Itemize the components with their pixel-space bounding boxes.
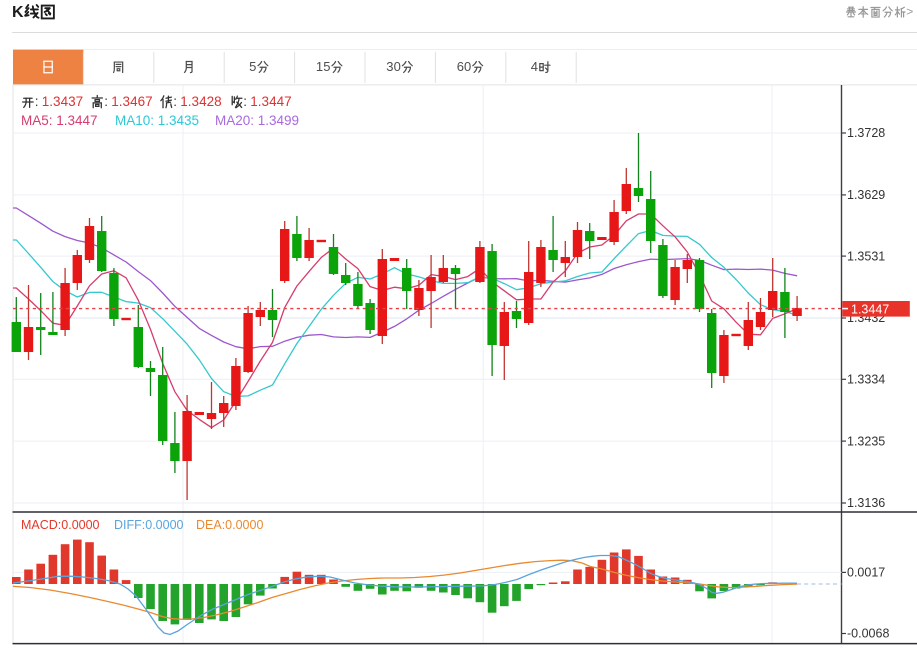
svg-text:1.3447: 1.3447 xyxy=(851,302,889,316)
svg-text:1.3437: 1.3437 xyxy=(42,94,83,109)
svg-text:0: 0 xyxy=(394,59,401,74)
svg-text:1.3235: 1.3235 xyxy=(847,434,885,448)
svg-text:1: 1 xyxy=(316,59,323,74)
svg-text:MA20: 1.3499: MA20: 1.3499 xyxy=(215,113,299,128)
svg-text:1.3467: 1.3467 xyxy=(111,94,152,109)
svg-text:1.3136: 1.3136 xyxy=(847,496,885,510)
svg-text::: : xyxy=(104,94,108,109)
svg-text:1.3728: 1.3728 xyxy=(847,126,885,140)
svg-text:5: 5 xyxy=(323,59,330,74)
svg-text::: : xyxy=(35,94,39,109)
svg-text:4: 4 xyxy=(531,59,538,74)
svg-text:DIFF:0.0000: DIFF:0.0000 xyxy=(114,518,184,532)
svg-text:MACD:0.0000: MACD:0.0000 xyxy=(21,518,100,532)
svg-text::: : xyxy=(173,94,177,109)
svg-text:1.3447: 1.3447 xyxy=(250,94,291,109)
svg-text:0: 0 xyxy=(464,59,471,74)
svg-text:1.3531: 1.3531 xyxy=(847,249,885,263)
svg-text:MA10: 1.3435: MA10: 1.3435 xyxy=(115,113,199,128)
svg-text:1.3428: 1.3428 xyxy=(180,94,221,109)
svg-text::: : xyxy=(243,94,247,109)
svg-text:1.3629: 1.3629 xyxy=(847,188,885,202)
svg-text:K: K xyxy=(12,4,24,21)
svg-text:MA5: 1.3447: MA5: 1.3447 xyxy=(21,113,98,128)
svg-text:5: 5 xyxy=(249,59,256,74)
svg-text:3: 3 xyxy=(386,59,393,74)
svg-text:1.3334: 1.3334 xyxy=(847,373,885,387)
svg-text:0.0017: 0.0017 xyxy=(847,566,885,580)
svg-text:6: 6 xyxy=(457,59,464,74)
svg-text:DEA:0.0000: DEA:0.0000 xyxy=(196,518,263,532)
svg-text:>: > xyxy=(906,5,913,19)
svg-text:-0.0068: -0.0068 xyxy=(847,627,889,641)
